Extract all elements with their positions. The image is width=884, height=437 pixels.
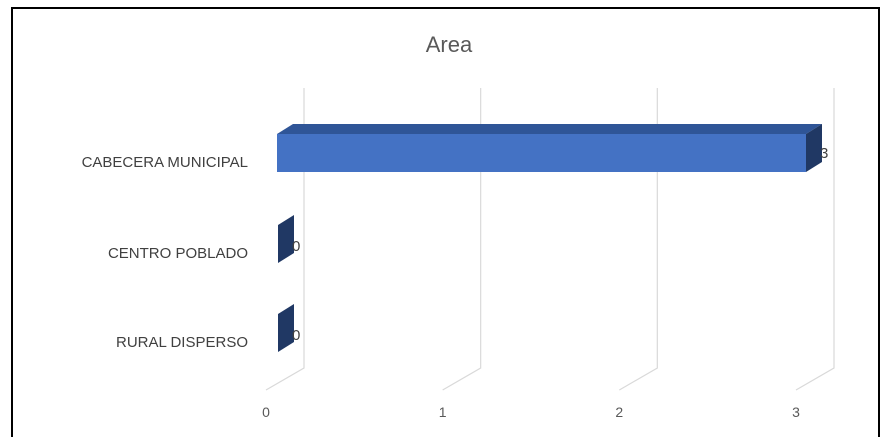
bar-top-face — [277, 124, 822, 134]
data-label: 3 — [820, 145, 828, 162]
bar — [278, 215, 294, 263]
chart-title: Area — [426, 32, 473, 57]
bar-side-face — [278, 304, 294, 352]
category-label: CENTRO POBLADO — [108, 245, 248, 262]
bars — [277, 124, 822, 352]
chart-frame — [11, 7, 880, 437]
data-labels: 3 0 0 — [292, 145, 828, 344]
data-label: 0 — [292, 238, 300, 255]
data-label: 0 — [292, 327, 300, 344]
x-tick-label: 2 — [615, 404, 623, 420]
x-tick-label: 3 — [792, 404, 800, 420]
x-axis-tick-labels: 0 1 2 3 — [262, 404, 800, 420]
gridline — [265, 88, 305, 391]
bar — [278, 304, 294, 352]
category-label: RURAL DISPERSO — [116, 334, 248, 351]
bar-side-face — [278, 215, 294, 263]
category-label: CABECERA MUNICIPAL — [82, 154, 248, 171]
gridline — [442, 88, 482, 391]
y-axis-category-labels: CABECERA MUNICIPAL CENTRO POBLADO RURAL DI… — [82, 154, 248, 351]
bar-side-face — [806, 124, 822, 172]
gridlines — [265, 88, 835, 391]
gridline — [619, 88, 658, 391]
bar — [277, 124, 822, 172]
bar-front-face — [277, 134, 806, 172]
x-tick-label: 0 — [262, 404, 270, 420]
x-tick-label: 1 — [439, 404, 447, 420]
gridline — [795, 88, 835, 391]
